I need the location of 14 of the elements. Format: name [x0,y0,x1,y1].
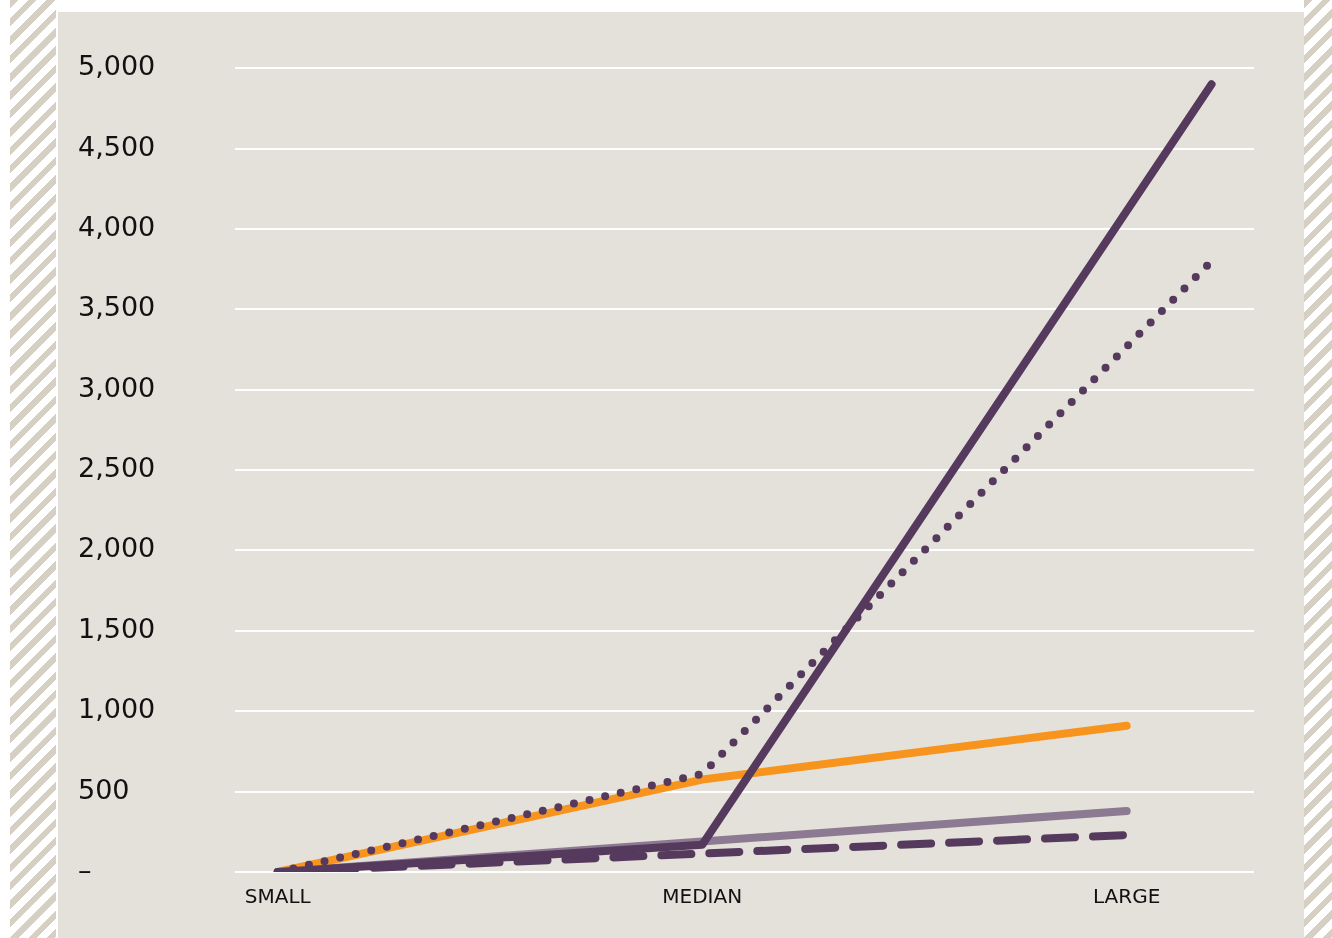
y-tick-label: 2,500 [78,452,156,484]
y-tick-label: – [78,854,92,886]
y-tick-label: 1,500 [78,612,156,644]
y-tick-label: 2,000 [78,532,156,564]
x-tick-label: MEDIAN [662,884,743,909]
y-tick-label: 5,000 [78,50,156,82]
y-tick-label: 4,000 [78,210,156,242]
x-tick-label: LARGE [1093,884,1161,909]
y-tick-label: 1,000 [78,693,156,725]
y-tick-label: 4,500 [78,130,156,162]
x-tick-label: SMALL [244,884,312,909]
y-tick-label: 3,000 [78,371,156,403]
y-tick-label: 500 [78,773,130,805]
y-tick-label: 3,500 [78,291,156,323]
